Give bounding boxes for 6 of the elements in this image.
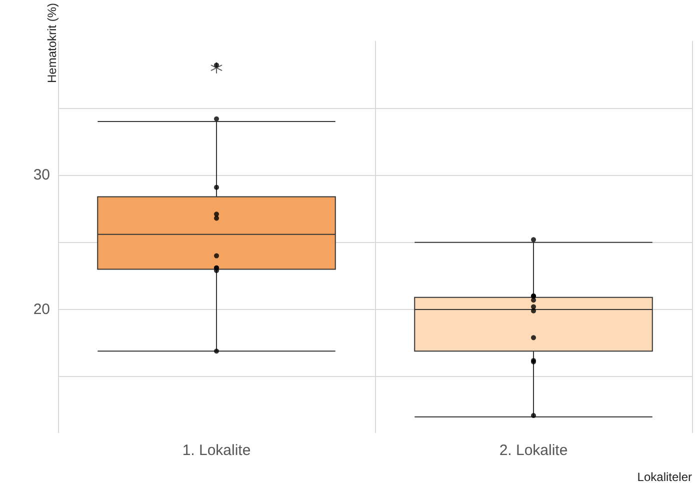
- x-axis-title: Lokaliteler: [637, 470, 692, 483]
- y-tick-label: 30: [33, 166, 50, 184]
- x-tick-label: 2. Lokalite: [499, 442, 568, 459]
- y-tick-label: 20: [33, 300, 50, 318]
- x-tick-label: 1. Lokalite: [182, 442, 251, 459]
- y-axis-title: Hematokrit (%): [45, 3, 59, 84]
